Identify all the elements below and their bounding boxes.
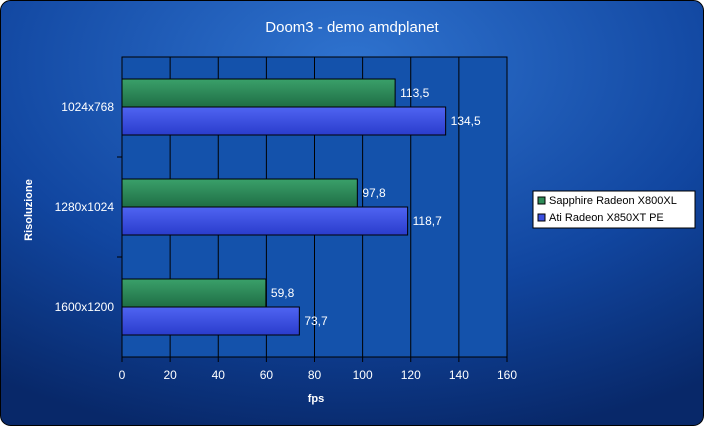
data-label-ati-1024x768: 134,5 [451,114,481,128]
data-label-sapphire-1280x1024: 97,8 [362,186,386,200]
y-axis-label: Risoluzione [23,179,35,241]
data-label-ati-1280x1024: 118,7 [413,214,442,228]
bar-sapphire-1024x768 [121,78,396,108]
bar-sapphire-1280x1024 [121,178,358,208]
x-tick-label-60: 60 [260,368,274,382]
data-label-sapphire-1600x1200: 59,8 [271,286,295,300]
chart-title: Doom3 - demo amdplanet [265,19,439,36]
x-tick-label-0: 0 [119,368,126,382]
legend-box [532,190,696,229]
y-tick-label-1024x768: 1024x768 [61,100,114,114]
axes: 0 20 40 60 80 100 120 140 160 1024x768 1280x1024 16… [55,57,517,382]
legend: Sapphire Radeon X800XL Ati Radeon X850XT… [532,190,696,229]
y-tick-label-1600x1200: 1600x1200 [55,300,115,314]
x-tick-label-140: 140 [449,368,469,382]
x-tick-label-160: 160 [497,368,517,382]
legend-swatch-sapphire [537,196,546,205]
x-tick-label-100: 100 [353,368,373,382]
data-label-sapphire-1024x768: 113,5 [400,86,429,100]
y-tick-label-1280x1024: 1280x1024 [55,200,115,214]
x-axis-label: fps [308,393,325,405]
bar-sapphire-1600x1200 [121,278,267,308]
bar-ati-1280x1024 [121,206,409,236]
bar-ati-1600x1200 [121,306,300,336]
data-labels: 113,5 134,5 97,8 118,7 59,8 73,7 [271,86,481,328]
legend-label-ati: Ati Radeon X850XT PE [549,212,664,224]
bar-ati-1024x768 [121,106,447,136]
x-tick-label-20: 20 [163,368,177,382]
x-tick-label-40: 40 [212,368,226,382]
data-label-ati-1600x1200: 73,7 [304,314,328,328]
x-tick-label-80: 80 [308,368,322,382]
legend-swatch-ati [537,213,546,222]
x-tick-label-120: 120 [401,368,421,382]
legend-label-sapphire: Sapphire Radeon X800XL [549,195,677,207]
